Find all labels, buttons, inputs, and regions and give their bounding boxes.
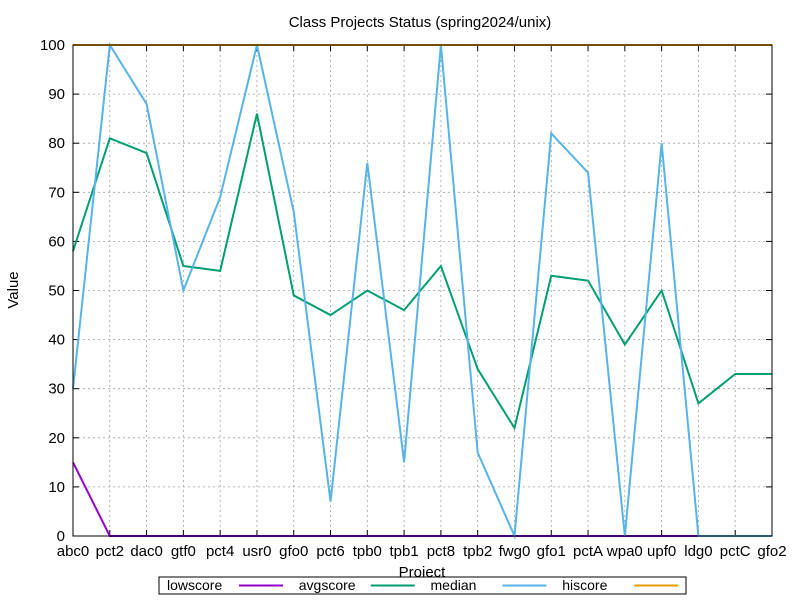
y-tick-label: 100: [40, 37, 65, 54]
y-tick-label: 40: [48, 332, 65, 349]
x-tick-label: ldg0: [684, 543, 712, 560]
y-axis-label: Value: [5, 271, 22, 308]
x-tick-label: pctC: [720, 543, 751, 560]
y-axis-ticks: 0 10 20 30 40 50 60 70 80 90 100: [40, 37, 772, 545]
legend-label: hiscore: [562, 577, 607, 593]
legend-label: median: [431, 577, 477, 593]
x-tick-label: pct6: [316, 543, 344, 560]
x-tick-label: tpb2: [463, 543, 492, 560]
x-tick-label: tpb1: [390, 543, 419, 560]
plot-frame: [72, 44, 773, 537]
x-tick-label: tpb0: [353, 543, 382, 560]
x-tick-label: gfo1: [537, 543, 566, 560]
series-lines: [72, 42, 772, 540]
x-tick-label: dac0: [130, 543, 163, 560]
y-tick-label: 30: [48, 381, 65, 398]
series-line-median: [72, 42, 772, 540]
x-tick-label: pct4: [206, 543, 234, 560]
x-tick-label: gtf0: [171, 543, 196, 560]
x-tick-label: wpa0: [606, 543, 643, 560]
x-tick-label: gfo0: [279, 543, 308, 560]
series-line-lowscore: [72, 461, 772, 537]
x-tick-label: fwg0: [499, 543, 531, 560]
series-line-avgscore: [72, 113, 772, 431]
y-tick-label: 10: [48, 479, 65, 496]
x-axis-ticks: abc0 pct2 dac0 gtf0 pct4 usr0 gfo0 pct6 tpb0 tpb1…: [57, 45, 787, 560]
y-tick-label: 20: [48, 430, 65, 447]
x-tick-label: abc0: [57, 543, 90, 560]
y-tick-label: 60: [48, 233, 65, 250]
y-tick-label: 70: [48, 184, 65, 201]
y-tick-label: 50: [48, 283, 65, 300]
grid: [73, 45, 772, 536]
chart-title: Class Projects Status (spring2024/unix): [289, 14, 552, 31]
legend: lowscore avgscore median hiscore: [158, 576, 687, 595]
x-tick-label: pct8: [427, 543, 455, 560]
x-tick-label: gfo2: [757, 543, 786, 560]
x-tick-label: pctA: [573, 543, 603, 560]
legend-label: lowscore: [167, 577, 222, 593]
legend-box: [158, 576, 687, 595]
y-tick-label: 0: [57, 528, 65, 545]
x-tick-label: usr0: [242, 543, 271, 560]
y-tick-label: 90: [48, 86, 65, 103]
x-tick-label: upf0: [647, 543, 676, 560]
x-tick-label: pct2: [96, 543, 124, 560]
legend-label: avgscore: [299, 577, 356, 593]
y-tick-label: 80: [48, 135, 65, 152]
